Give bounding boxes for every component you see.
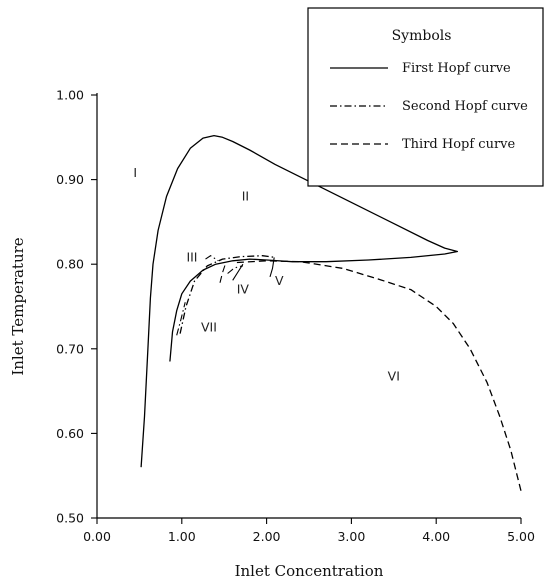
y-tick-label: 0.80 — [56, 257, 84, 272]
region-label-iv: IV — [237, 282, 250, 297]
second-hopf-curve-branch — [205, 255, 219, 262]
x-axis-title: Inlet Concentration — [235, 562, 384, 580]
legend-label: First Hopf curve — [402, 61, 511, 76]
x-tick-label: 3.00 — [337, 529, 365, 544]
x-ticks: 0.00 1.00 2.00 3.00 4.00 5.00 — [83, 518, 535, 544]
branch-layer — [176, 255, 275, 336]
series-layer — [140, 134, 522, 492]
y-tick-label: 0.50 — [56, 511, 84, 526]
y-tick-label: 0.90 — [56, 172, 84, 187]
region-label-i: I — [133, 165, 137, 180]
third-hopf-curve-branch — [219, 262, 227, 283]
region-label-iii: III — [186, 249, 197, 264]
legend: Symbols First Hopf curve Second Hopf curv… — [307, 7, 544, 187]
y-tick-label: 0.60 — [56, 426, 84, 441]
region-label-ii: II — [242, 189, 249, 204]
region-label-v: V — [275, 273, 284, 288]
y-ticks: 0.50 0.60 0.70 0.80 0.90 1.00 — [56, 88, 97, 526]
legend-box — [307, 7, 544, 187]
legend-title: Symbols — [392, 28, 452, 44]
y-tick-label: 1.00 — [56, 88, 84, 103]
x-tick-label: 2.00 — [253, 529, 281, 544]
second-hopf-curve-branch — [227, 265, 243, 274]
third-hopf-curve-line — [236, 260, 522, 492]
x-tick-label: 0.00 — [83, 529, 111, 544]
axes — [96, 93, 521, 519]
x-tick-label: 5.00 — [507, 529, 535, 544]
x-tick-label: 4.00 — [422, 529, 450, 544]
legend-entries: First Hopf curve Second Hopf curve Third H… — [330, 61, 528, 152]
legend-label: Second Hopf curve — [402, 99, 528, 114]
second-hopf-curve-line — [179, 255, 276, 334]
legend-label: Third Hopf curve — [402, 137, 516, 152]
x-tick-label: 1.00 — [168, 529, 196, 544]
first-hopf-curve-branch — [269, 257, 275, 278]
region-label-vii: VII — [201, 320, 217, 335]
y-tick-label: 0.70 — [56, 341, 84, 356]
first-hopf-curve-line — [140, 134, 459, 468]
second-hopf-curve-branch — [176, 302, 186, 336]
region-label-vi: VI — [388, 369, 400, 384]
y-axis-title: Inlet Temperature — [9, 237, 27, 375]
